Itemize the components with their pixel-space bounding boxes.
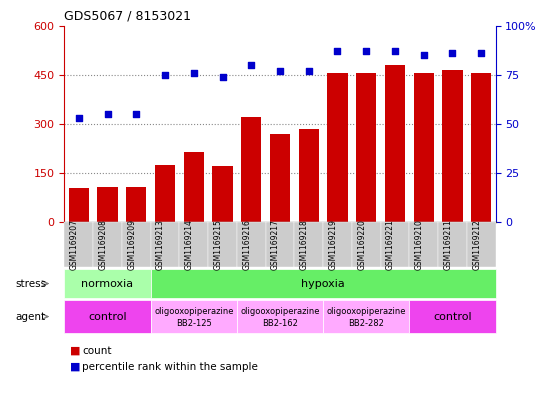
Text: GSM1169210: GSM1169210 [415,219,424,270]
Point [161,72,170,78]
Text: oligooxopiperazine: oligooxopiperazine [154,307,234,316]
Text: GSM1169219: GSM1169219 [329,219,338,270]
Point [247,62,256,68]
Text: GSM1169212: GSM1169212 [472,219,481,270]
Text: normoxia: normoxia [81,279,134,288]
Bar [298,129,319,222]
Point [218,73,227,80]
Text: control: control [88,312,127,321]
Text: percentile rank within the sample: percentile rank within the sample [82,362,258,372]
Text: BB2-125: BB2-125 [176,319,212,328]
Text: GSM1169208: GSM1169208 [99,219,108,270]
Text: GSM1169211: GSM1169211 [444,219,452,270]
Point [304,68,313,74]
Bar [97,187,118,222]
Point [362,48,371,54]
Point [132,111,141,117]
Text: ■: ■ [70,346,81,356]
Text: GSM1169220: GSM1169220 [357,219,366,270]
Point [103,111,112,117]
Text: agent: agent [16,312,46,321]
Text: BB2-162: BB2-162 [262,319,298,328]
Text: GSM1169218: GSM1169218 [300,219,309,270]
Bar [241,117,262,222]
Text: GSM1169214: GSM1169214 [185,219,194,270]
Point [419,52,428,58]
Text: GSM1169207: GSM1169207 [70,219,79,270]
Text: GSM1169215: GSM1169215 [213,219,222,270]
Text: GSM1169213: GSM1169213 [156,219,165,270]
Text: count: count [82,346,112,356]
Bar [471,73,491,222]
Text: control: control [433,312,472,321]
Text: ■: ■ [70,362,81,372]
Point [189,70,198,76]
Text: GSM1169216: GSM1169216 [242,219,251,270]
Text: hypoxia: hypoxia [301,279,345,288]
Text: GSM1169221: GSM1169221 [386,219,395,270]
Text: GSM1169209: GSM1169209 [127,219,136,270]
Text: GSM1169217: GSM1169217 [271,219,280,270]
Point [276,68,284,74]
Bar [385,65,405,222]
Bar [126,187,146,222]
Text: BB2-282: BB2-282 [348,319,384,328]
Text: oligooxopiperazine: oligooxopiperazine [240,307,320,316]
Text: GDS5067 / 8153021: GDS5067 / 8153021 [64,10,192,23]
Bar [270,134,290,222]
Point [477,50,486,56]
Bar [328,73,348,222]
Point [448,50,457,56]
Bar [184,152,204,222]
Point [333,48,342,54]
Text: stress: stress [15,279,46,288]
Point [74,115,83,121]
Text: oligooxopiperazine: oligooxopiperazine [326,307,406,316]
Bar [356,73,376,222]
Bar [442,70,463,222]
Point [390,48,399,54]
Bar [155,165,175,222]
Bar [212,166,232,222]
Bar [414,73,434,222]
Bar [69,187,89,222]
